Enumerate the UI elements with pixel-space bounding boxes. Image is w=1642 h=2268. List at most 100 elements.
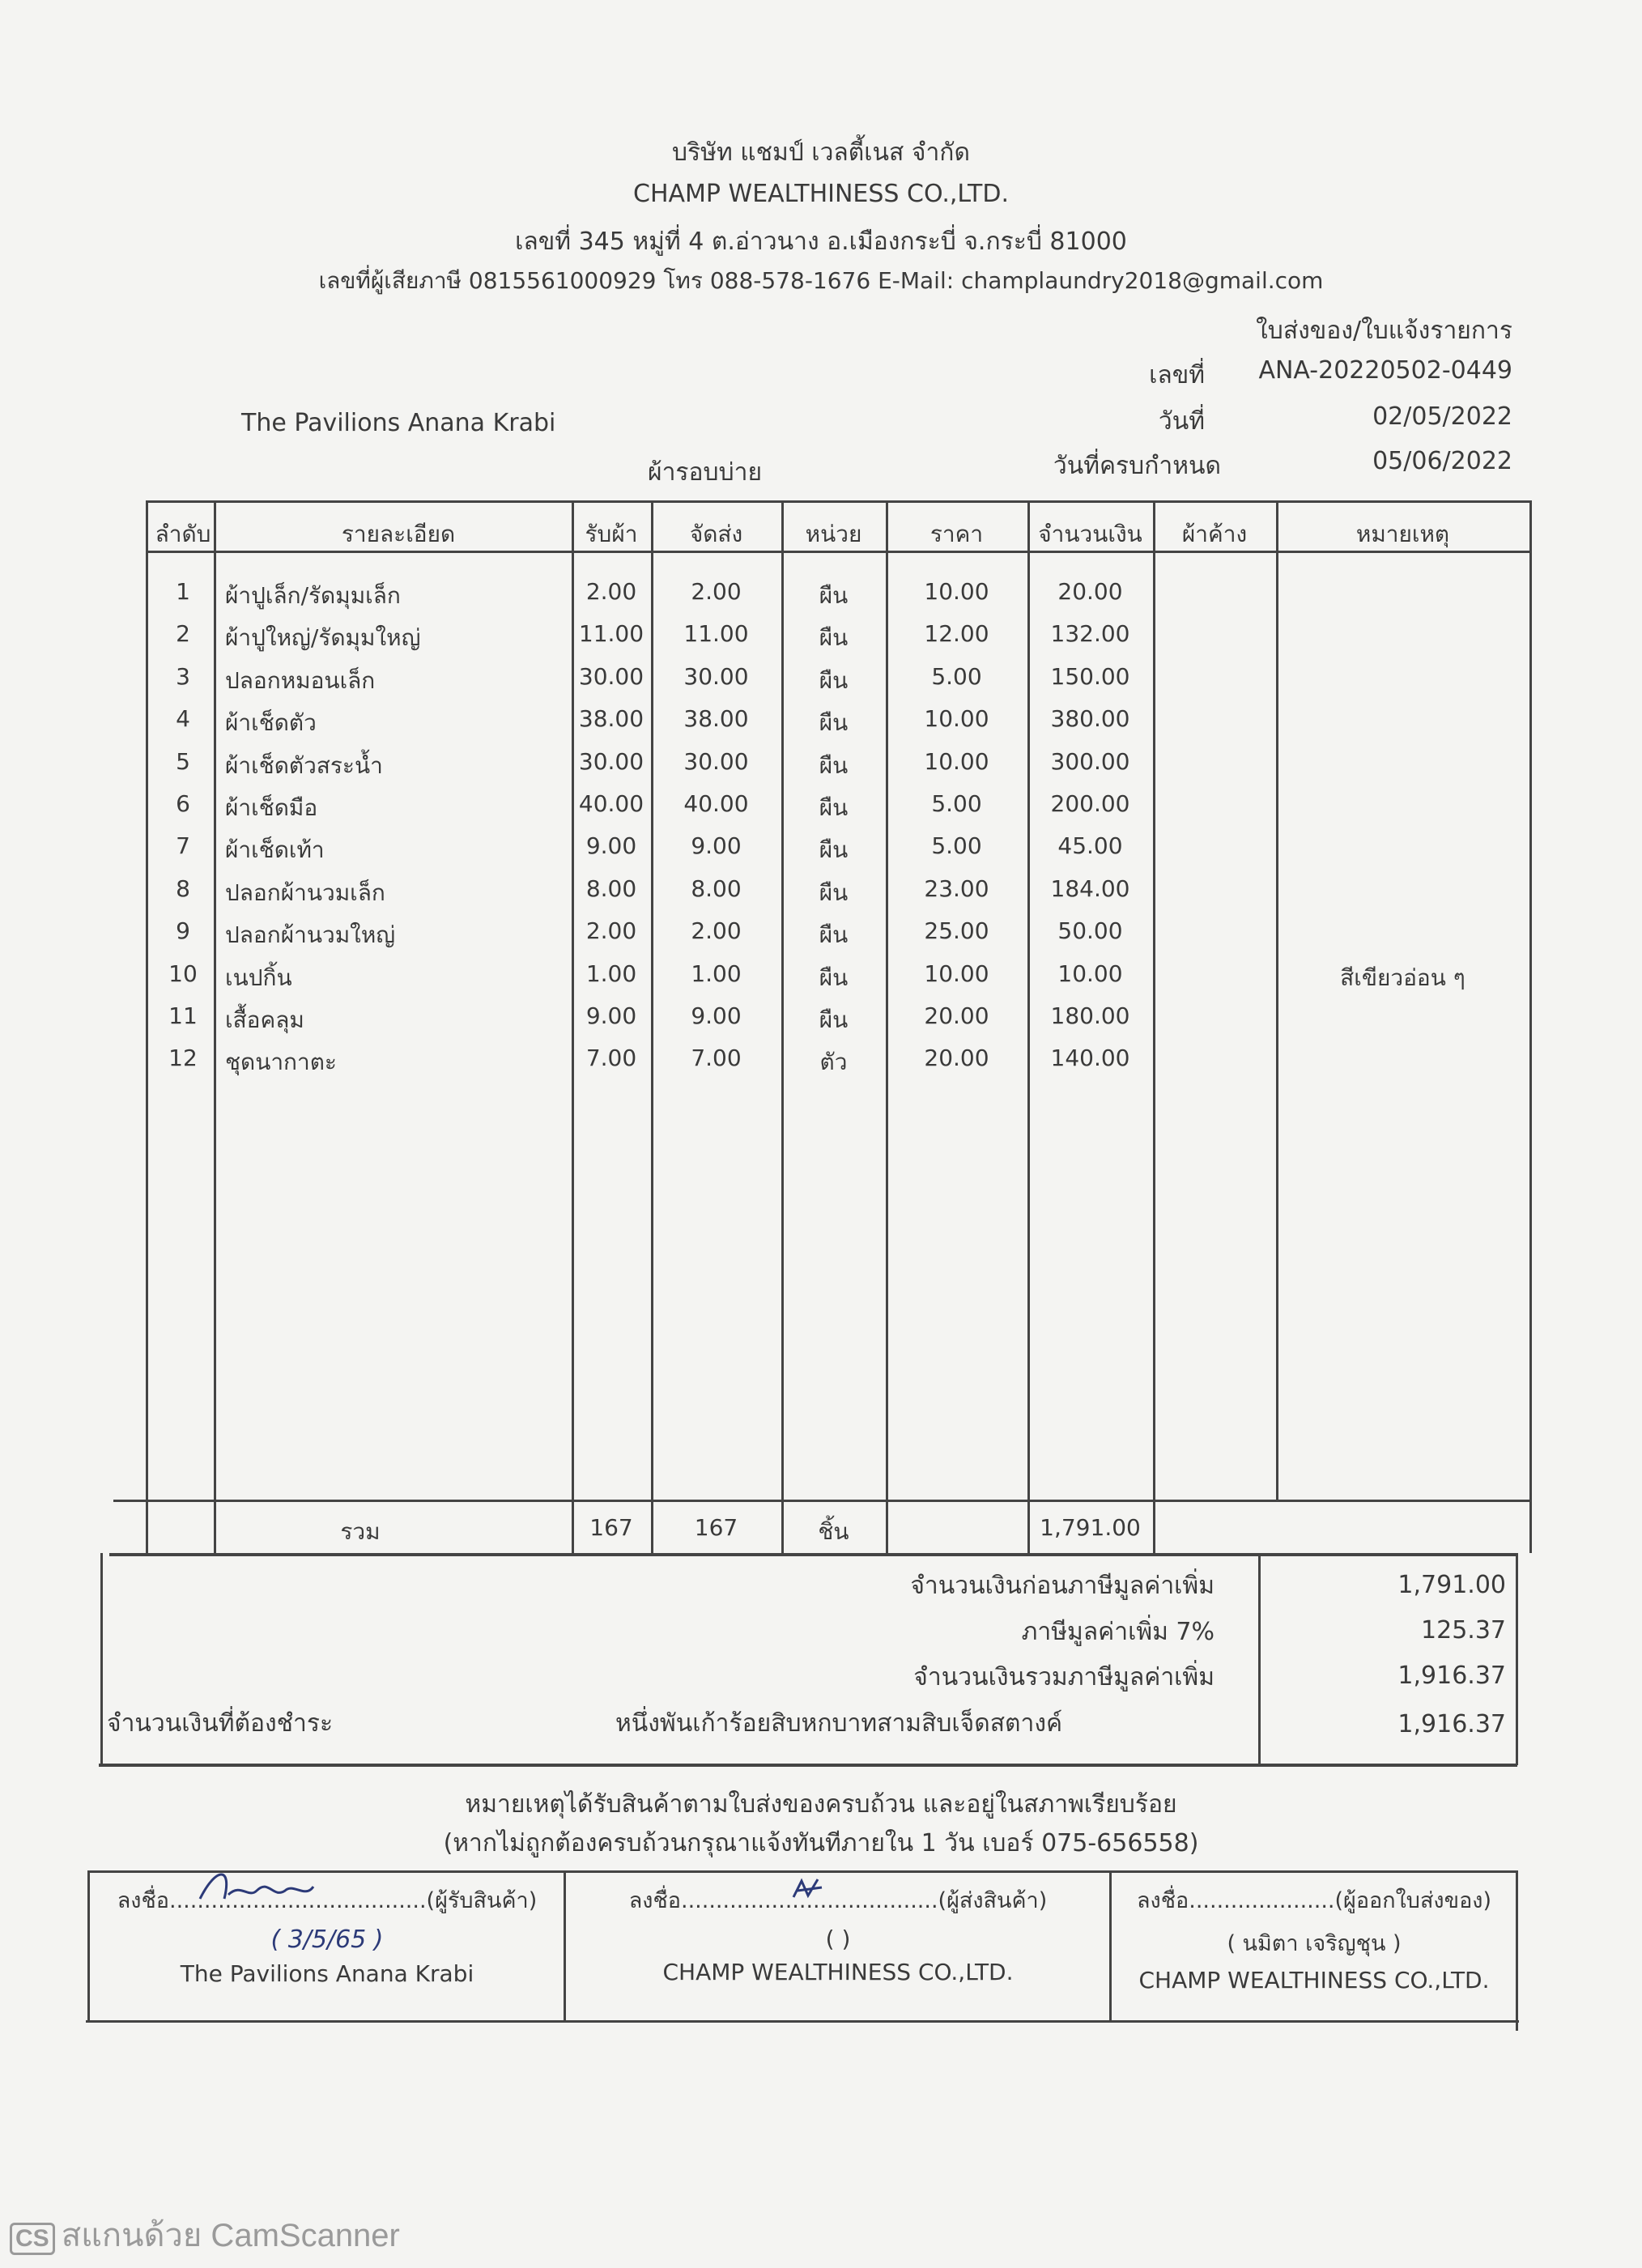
total-delivered: 167 [694, 1514, 738, 1541]
cell-unit: ผืน [819, 582, 849, 609]
cell-description: ปลอกหมอนเล็ก [225, 666, 376, 694]
cell-delivered: 9.00 [691, 832, 742, 860]
grand-total-label: จำนวนเงินรวมภาษีมูลค่าเพิ่ม [913, 1663, 1214, 1691]
cell-delivered: 2.00 [691, 578, 742, 605]
cell-delivered: 7.00 [691, 1045, 742, 1072]
cell-received: 9.00 [585, 832, 637, 860]
cell-unit: ผืน [819, 836, 849, 864]
signature-org: CHAMP WEALTHINESS CO.,LTD. [1138, 1967, 1490, 1994]
doc-number-label: เลขที่ [1149, 361, 1205, 389]
cell-unit: ผืน [819, 751, 849, 779]
cell-amount: 50.00 [1057, 917, 1123, 945]
total-amount: 1,791.00 [1040, 1514, 1141, 1541]
subtotal-value: 1,791.00 [1397, 1571, 1506, 1599]
doc-due-label: วันที่ครบกำหนด [1053, 452, 1221, 480]
signature-org: CHAMP WEALTHINESS CO.,LTD. [662, 1959, 1014, 1985]
amount-due-words: หนึ่งพันเก้าร้อยสิบหกบาทสามสิบเจ็ดสตางค์ [615, 1709, 1063, 1738]
cell-unit: ผืน [819, 1006, 849, 1033]
company-contact: เลขที่ผู้เสียภาษี 0815561000929 โทร 088-… [318, 267, 1324, 294]
cell-amount: 140.00 [1050, 1045, 1130, 1072]
note-line-1: หมายเหตุได้รับสินค้าตามใบส่งของครบถ้วน แ… [465, 1790, 1177, 1819]
column-divider [886, 500, 888, 1553]
cell-received: 40.00 [578, 790, 644, 817]
cell-amount: 180.00 [1050, 1002, 1130, 1029]
cell-received: 1.00 [585, 960, 637, 987]
column-divider [1276, 500, 1278, 1500]
cell-price: 10.00 [924, 960, 989, 987]
customer-name: The Pavilions Anana Krabi [241, 409, 556, 437]
cell-unit: ตัว [819, 1049, 848, 1076]
signature-org: The Pavilions Anana Krabi [180, 1960, 474, 1987]
company-name-en: CHAMP WEALTHINESS CO.,LTD. [633, 180, 1009, 208]
cell-description: ผ้าปูใหญ่/รัดมุมใหญ่ [225, 624, 421, 652]
signature-issuer: ลงชื่อ.....................(ผู้ออกใบส่งข… [1112, 1883, 1516, 1994]
cell-unit: ผืน [819, 879, 849, 906]
subtotal-label: จำนวนเงินก่อนภาษีมูลค่าเพิ่ม [910, 1572, 1214, 1600]
cell-amount: 300.00 [1050, 747, 1130, 775]
table-row: 3 ปลอกหมอนเล็ก 30.00 30.00 ผืน 5.00 150.00 [0, 657, 1642, 699]
doc-date: 02/05/2022 [1372, 402, 1512, 431]
cell-amount: 10.00 [1057, 960, 1123, 987]
vat-value: 125.37 [1421, 1616, 1506, 1645]
cell-delivered: 30.00 [683, 747, 749, 775]
doc-date-label: วันที่ [1158, 407, 1205, 436]
cell-description: ผ้าเช็ดตัวสระน้ำ [225, 751, 383, 779]
note-line-2: (หากไม่ถูกต้องครบถ้วนกรุณาแจ้งทันทีภายใน… [443, 1829, 1199, 1857]
document-title: ใบส่งของ/ใบแจ้งรายการ [1256, 317, 1512, 345]
amount-due-value: 1,916.37 [1397, 1710, 1506, 1738]
table-row: 7 ผ้าเช็ดเท้า 9.00 9.00 ผืน 5.00 45.00 [0, 826, 1642, 868]
column-divider [1027, 500, 1030, 1553]
cell-received: 30.00 [578, 662, 644, 690]
cell-price: 12.00 [924, 620, 989, 648]
table-row: 6 ผ้าเช็ดมือ 40.00 40.00 ผืน 5.00 200.00 [0, 784, 1642, 826]
header-remark: หมายเหตุ [1355, 521, 1450, 547]
cell-no: 8 [176, 874, 190, 902]
cell-description: ผ้าเช็ดตัว [225, 709, 317, 737]
cell-description: เนปกิ้น [225, 964, 292, 991]
cell-description: ชุดนากาตะ [225, 1049, 337, 1076]
cell-delivered: 30.00 [683, 662, 749, 690]
signature-sender: ลงชื่อ..................................… [567, 1878, 1109, 1985]
cell-price: 25.00 [924, 917, 989, 945]
cell-amount: 200.00 [1050, 790, 1130, 817]
column-divider [651, 500, 653, 1553]
signature-line: ลงชื่อ.....................(ผู้ออกใบส่งข… [1136, 1888, 1491, 1913]
column-divider [1529, 500, 1532, 1553]
cell-no: 9 [176, 917, 190, 945]
table-row: 2 ผ้าปูใหญ่/รัดมุมใหญ่ 11.00 11.00 ผืน 12.00 1… [0, 614, 1642, 656]
cell-received: 8.00 [585, 874, 637, 902]
cell-received: 38.00 [578, 705, 644, 733]
grand-total-value: 1,916.37 [1397, 1662, 1506, 1690]
cell-no: 4 [176, 705, 190, 733]
header-unit: หน่วย [805, 521, 862, 547]
cell-description: ผ้าเช็ดมือ [225, 794, 318, 821]
cell-received: 7.00 [585, 1045, 637, 1072]
issuer-name: ( นมิตา เจริญชุน ) [1227, 1931, 1402, 1956]
signature-paren: ( ) [825, 1925, 851, 1952]
company-name-th: บริษัท แชมป์ เวลตี้เนส จำกัด [672, 138, 970, 167]
table-row: 10 เนปกิ้น 1.00 1.00 ผืน 10.00 10.00 สีเขียวอ่อ… [0, 954, 1642, 996]
cell-price: 23.00 [924, 874, 989, 902]
cell-received: 9.00 [585, 1002, 637, 1029]
header-description: รายละเอียด [341, 521, 456, 547]
cell-amount: 45.00 [1057, 832, 1123, 860]
total-label: รวม [340, 1518, 381, 1545]
cell-description: ปลอกผ้านวมเล็ก [225, 879, 385, 906]
column-divider [572, 500, 574, 1553]
cell-amount: 184.00 [1050, 874, 1130, 902]
cell-amount: 20.00 [1057, 578, 1123, 605]
handwritten-signature [198, 1873, 315, 1900]
cell-delivered: 9.00 [691, 1002, 742, 1029]
doc-number: ANA-20220502-0449 [1258, 356, 1512, 385]
table-row: 9 ปลอกผ้านวมใหญ่ 2.00 2.00 ผืน 25.00 50.00 [0, 911, 1642, 953]
header-no: ลำดับ [155, 521, 211, 547]
column-divider [1153, 500, 1155, 1553]
cell-no: 10 [168, 960, 198, 987]
column-divider [146, 500, 148, 1553]
cell-received: 2.00 [585, 917, 637, 945]
camscanner-logo-icon: CS [10, 2223, 55, 2255]
cell-unit: ผืน [819, 709, 849, 737]
handwritten-signature [792, 1878, 823, 1899]
cell-description: เสื้อคลุม [225, 1006, 304, 1033]
column-divider [214, 500, 216, 1553]
